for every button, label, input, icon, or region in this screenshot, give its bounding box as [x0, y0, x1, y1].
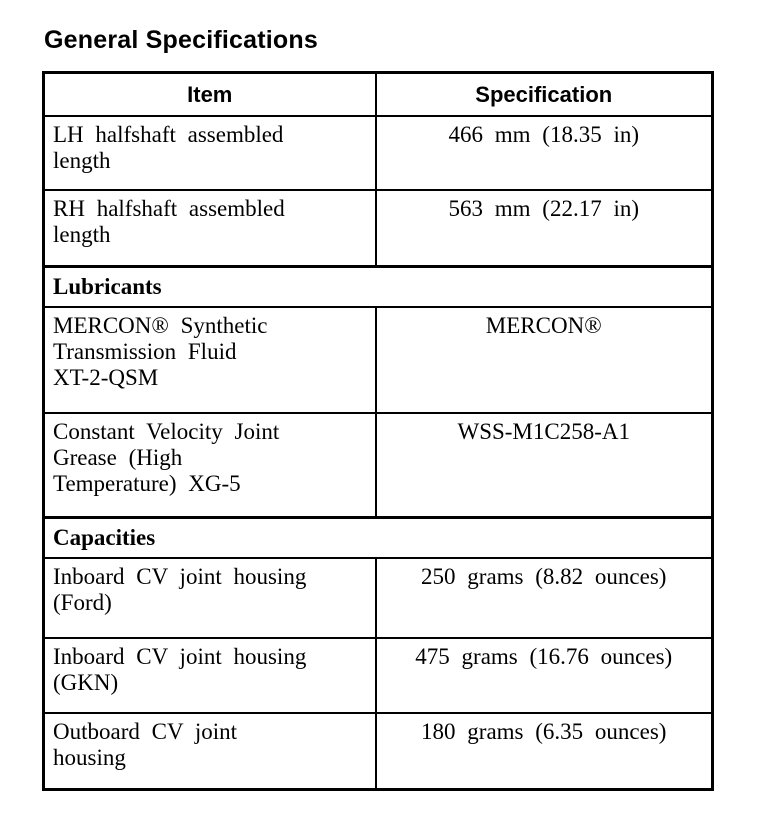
spec-cell: 466 mm (18.35 in) [374, 115, 714, 191]
item-line: housing [53, 745, 126, 770]
item-line: Temperature) XG-5 [53, 471, 241, 496]
item-line: Outboard CV joint [53, 719, 238, 744]
spec-cell: 180 grams (6.35 ounces) [374, 712, 714, 790]
column-header-item: Item [42, 71, 377, 117]
table-row-cv-joint-grease: Constant Velocity Joint Grease (High Tem… [42, 412, 714, 518]
item-line: Constant Velocity Joint [53, 419, 280, 444]
spec-cell: WSS-M1C258-A1 [374, 412, 714, 518]
item-line: XT-2-QSM [53, 365, 159, 390]
table-row-rh-halfshaft: RH halfshaft assembled length 563 mm (22… [42, 189, 714, 267]
specifications-table: Item Specification LH halfshaft assemble… [42, 71, 714, 791]
section-row-lubricants: Lubricants [42, 264, 714, 308]
section-header-capacities: Capacities [42, 515, 714, 559]
item-cell: MERCON® Synthetic Transmission Fluid XT-… [42, 306, 377, 414]
section-row-capacities: Capacities [42, 515, 714, 559]
column-header-specification: Specification [374, 71, 714, 117]
item-line: MERCON® Synthetic [53, 313, 268, 338]
spec-cell: 563 mm (22.17 in) [374, 189, 714, 267]
item-cell: RH halfshaft assembled length [42, 189, 377, 267]
item-line: length [53, 148, 111, 173]
item-cell: Inboard CV joint housing (GKN) [42, 637, 377, 714]
spec-cell: 475 grams (16.76 ounces) [374, 637, 714, 714]
item-line: Inboard CV joint housing [53, 644, 307, 669]
table-header-row: Item Specification [42, 71, 714, 117]
item-line: Grease (High [53, 445, 183, 470]
item-cell: Constant Velocity Joint Grease (High Tem… [42, 412, 377, 518]
item-cell: Outboard CV joint housing [42, 712, 377, 790]
table-row-inboard-gkn: Inboard CV joint housing (GKN) 475 grams… [42, 637, 714, 714]
item-line: (Ford) [53, 590, 112, 615]
item-line: Inboard CV joint housing [53, 564, 307, 589]
table-row-mercon-fluid: MERCON® Synthetic Transmission Fluid XT-… [42, 306, 714, 414]
item-line: length [53, 222, 111, 247]
item-line: Transmission Fluid [53, 339, 237, 364]
table-row-lh-halfshaft: LH halfshaft assembled length 466 mm (18… [42, 115, 714, 191]
section-header-lubricants: Lubricants [42, 264, 714, 308]
table-row-inboard-ford: Inboard CV joint housing (Ford) 250 gram… [42, 557, 714, 639]
item-cell: LH halfshaft assembled length [42, 115, 377, 191]
item-line: RH halfshaft assembled [53, 196, 285, 221]
spec-cell: 250 grams (8.82 ounces) [374, 557, 714, 639]
item-line: LH halfshaft assembled [53, 122, 284, 147]
item-cell: Inboard CV joint housing (Ford) [42, 557, 377, 639]
page-title: General Specifications [44, 26, 318, 54]
spec-cell: MERCON® [374, 306, 714, 414]
item-line: (GKN) [53, 670, 119, 695]
table-row-outboard: Outboard CV joint housing 180 grams (6.3… [42, 712, 714, 790]
